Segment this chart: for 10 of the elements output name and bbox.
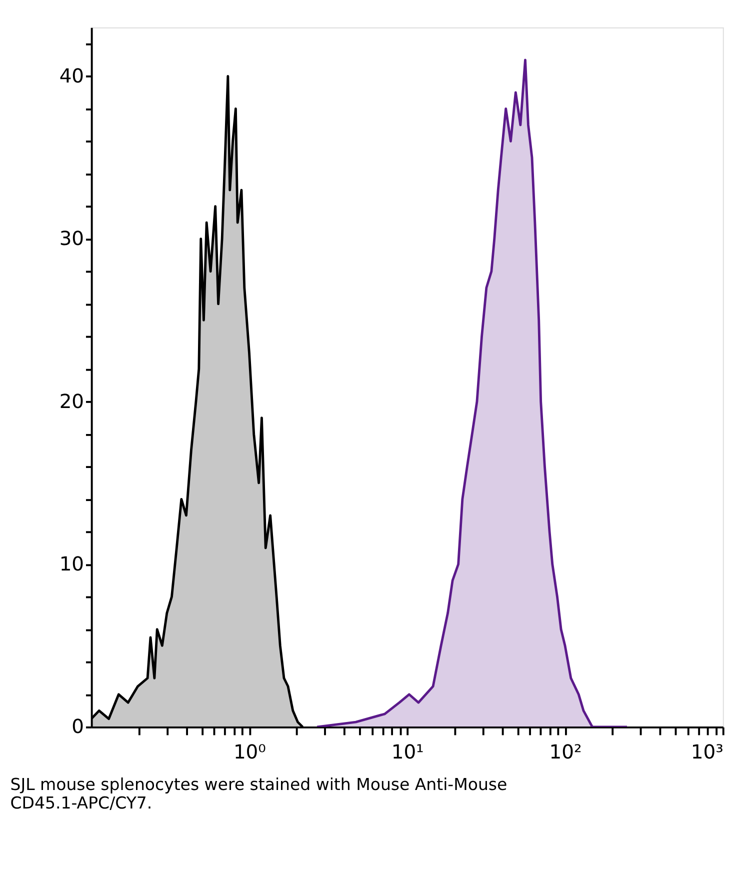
y-tick-label: 10 <box>59 552 84 576</box>
y-tick-label: 20 <box>59 390 84 413</box>
text: SJL mouse splenocytes were stained with Mouse Anti-Mouse CD45.1-APC/CY7. <box>10 775 508 813</box>
y-tick-label: 0 <box>72 715 84 738</box>
x-tick-label: 10⁰ <box>233 740 266 764</box>
x-tick-label: 10³ <box>690 740 724 764</box>
y-tick-label: 30 <box>59 227 84 250</box>
y-tick-label: 40 <box>59 64 84 88</box>
x-tick-label: 10² <box>549 740 582 764</box>
x-tick-label: 10¹ <box>391 740 424 764</box>
